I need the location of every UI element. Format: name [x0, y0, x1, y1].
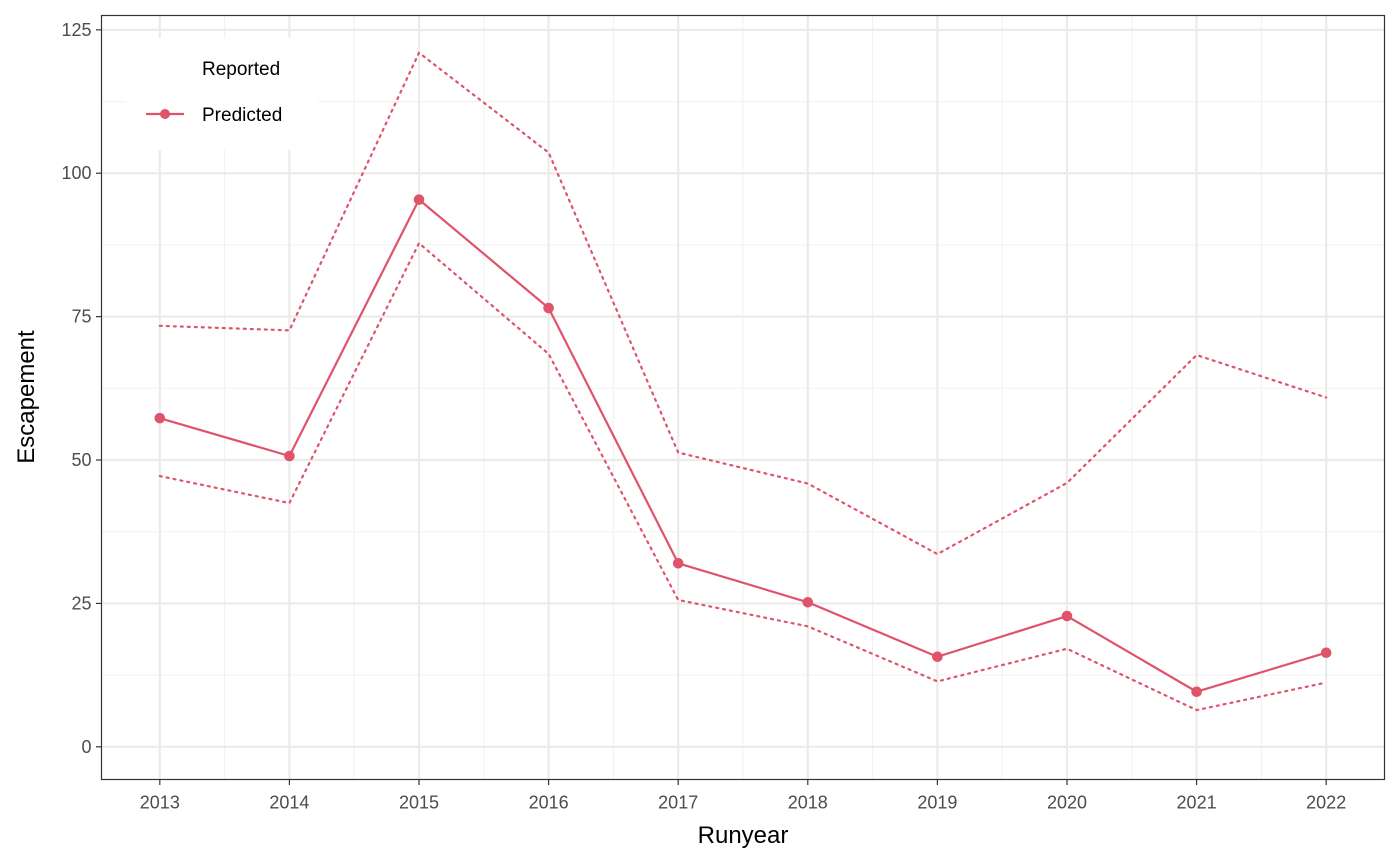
y-axis: 0 25 50 75 100 125	[61, 20, 102, 757]
legend-title: Reported	[202, 59, 280, 80]
x-tick-label: 2018	[788, 793, 828, 813]
legend-key-point	[160, 109, 170, 119]
legend: Reported Predicted	[126, 38, 318, 150]
x-tick-label: 2022	[1306, 793, 1346, 813]
data-point-predicted	[284, 450, 295, 462]
major-gridlines	[101, 15, 1385, 780]
x-tick-label: 2013	[140, 793, 180, 813]
y-tick-label: 75	[71, 307, 91, 327]
y-axis-title: Escapement	[13, 330, 40, 464]
plot-panel-border	[100, 14, 1386, 781]
series-layer	[154, 51, 1332, 712]
data-point-predicted	[1320, 647, 1332, 659]
x-axis: 2013 2014 2015 2016 2017 2018 2019 2020 2021 2022	[140, 779, 1346, 813]
data-point-predicted	[932, 651, 943, 663]
x-axis-title: Runyear	[698, 822, 789, 849]
y-tick-label: 50	[71, 450, 91, 470]
x-tick-label: 2017	[658, 793, 698, 813]
series-line-lower-bound	[158, 242, 1328, 712]
x-tick-label: 2014	[269, 793, 309, 813]
series-line-upper-bound	[158, 51, 1328, 556]
y-tick-label: 100	[61, 163, 91, 183]
minor-gridlines	[101, 15, 1385, 780]
y-tick-label: 25	[71, 593, 91, 613]
data-point-predicted	[1191, 686, 1202, 698]
x-tick-label: 2021	[1177, 793, 1217, 813]
y-tick-label: 0	[81, 737, 91, 757]
y-tick-label: 125	[61, 20, 91, 40]
data-point-predicted	[413, 194, 425, 205]
legend-background	[126, 38, 318, 150]
x-tick-label: 2015	[399, 793, 439, 813]
x-tick-label: 2020	[1047, 793, 1087, 813]
x-tick-label: 2019	[917, 793, 957, 813]
data-point-predicted	[543, 302, 554, 314]
series-line-predicted	[159, 198, 1327, 693]
data-point-predicted	[802, 596, 814, 608]
data-point-predicted	[672, 557, 684, 569]
legend-entry-predicted: Predicted	[202, 105, 282, 126]
data-point-predicted	[154, 412, 166, 424]
data-point-predicted	[1061, 610, 1073, 622]
x-tick-label: 2016	[529, 793, 569, 813]
